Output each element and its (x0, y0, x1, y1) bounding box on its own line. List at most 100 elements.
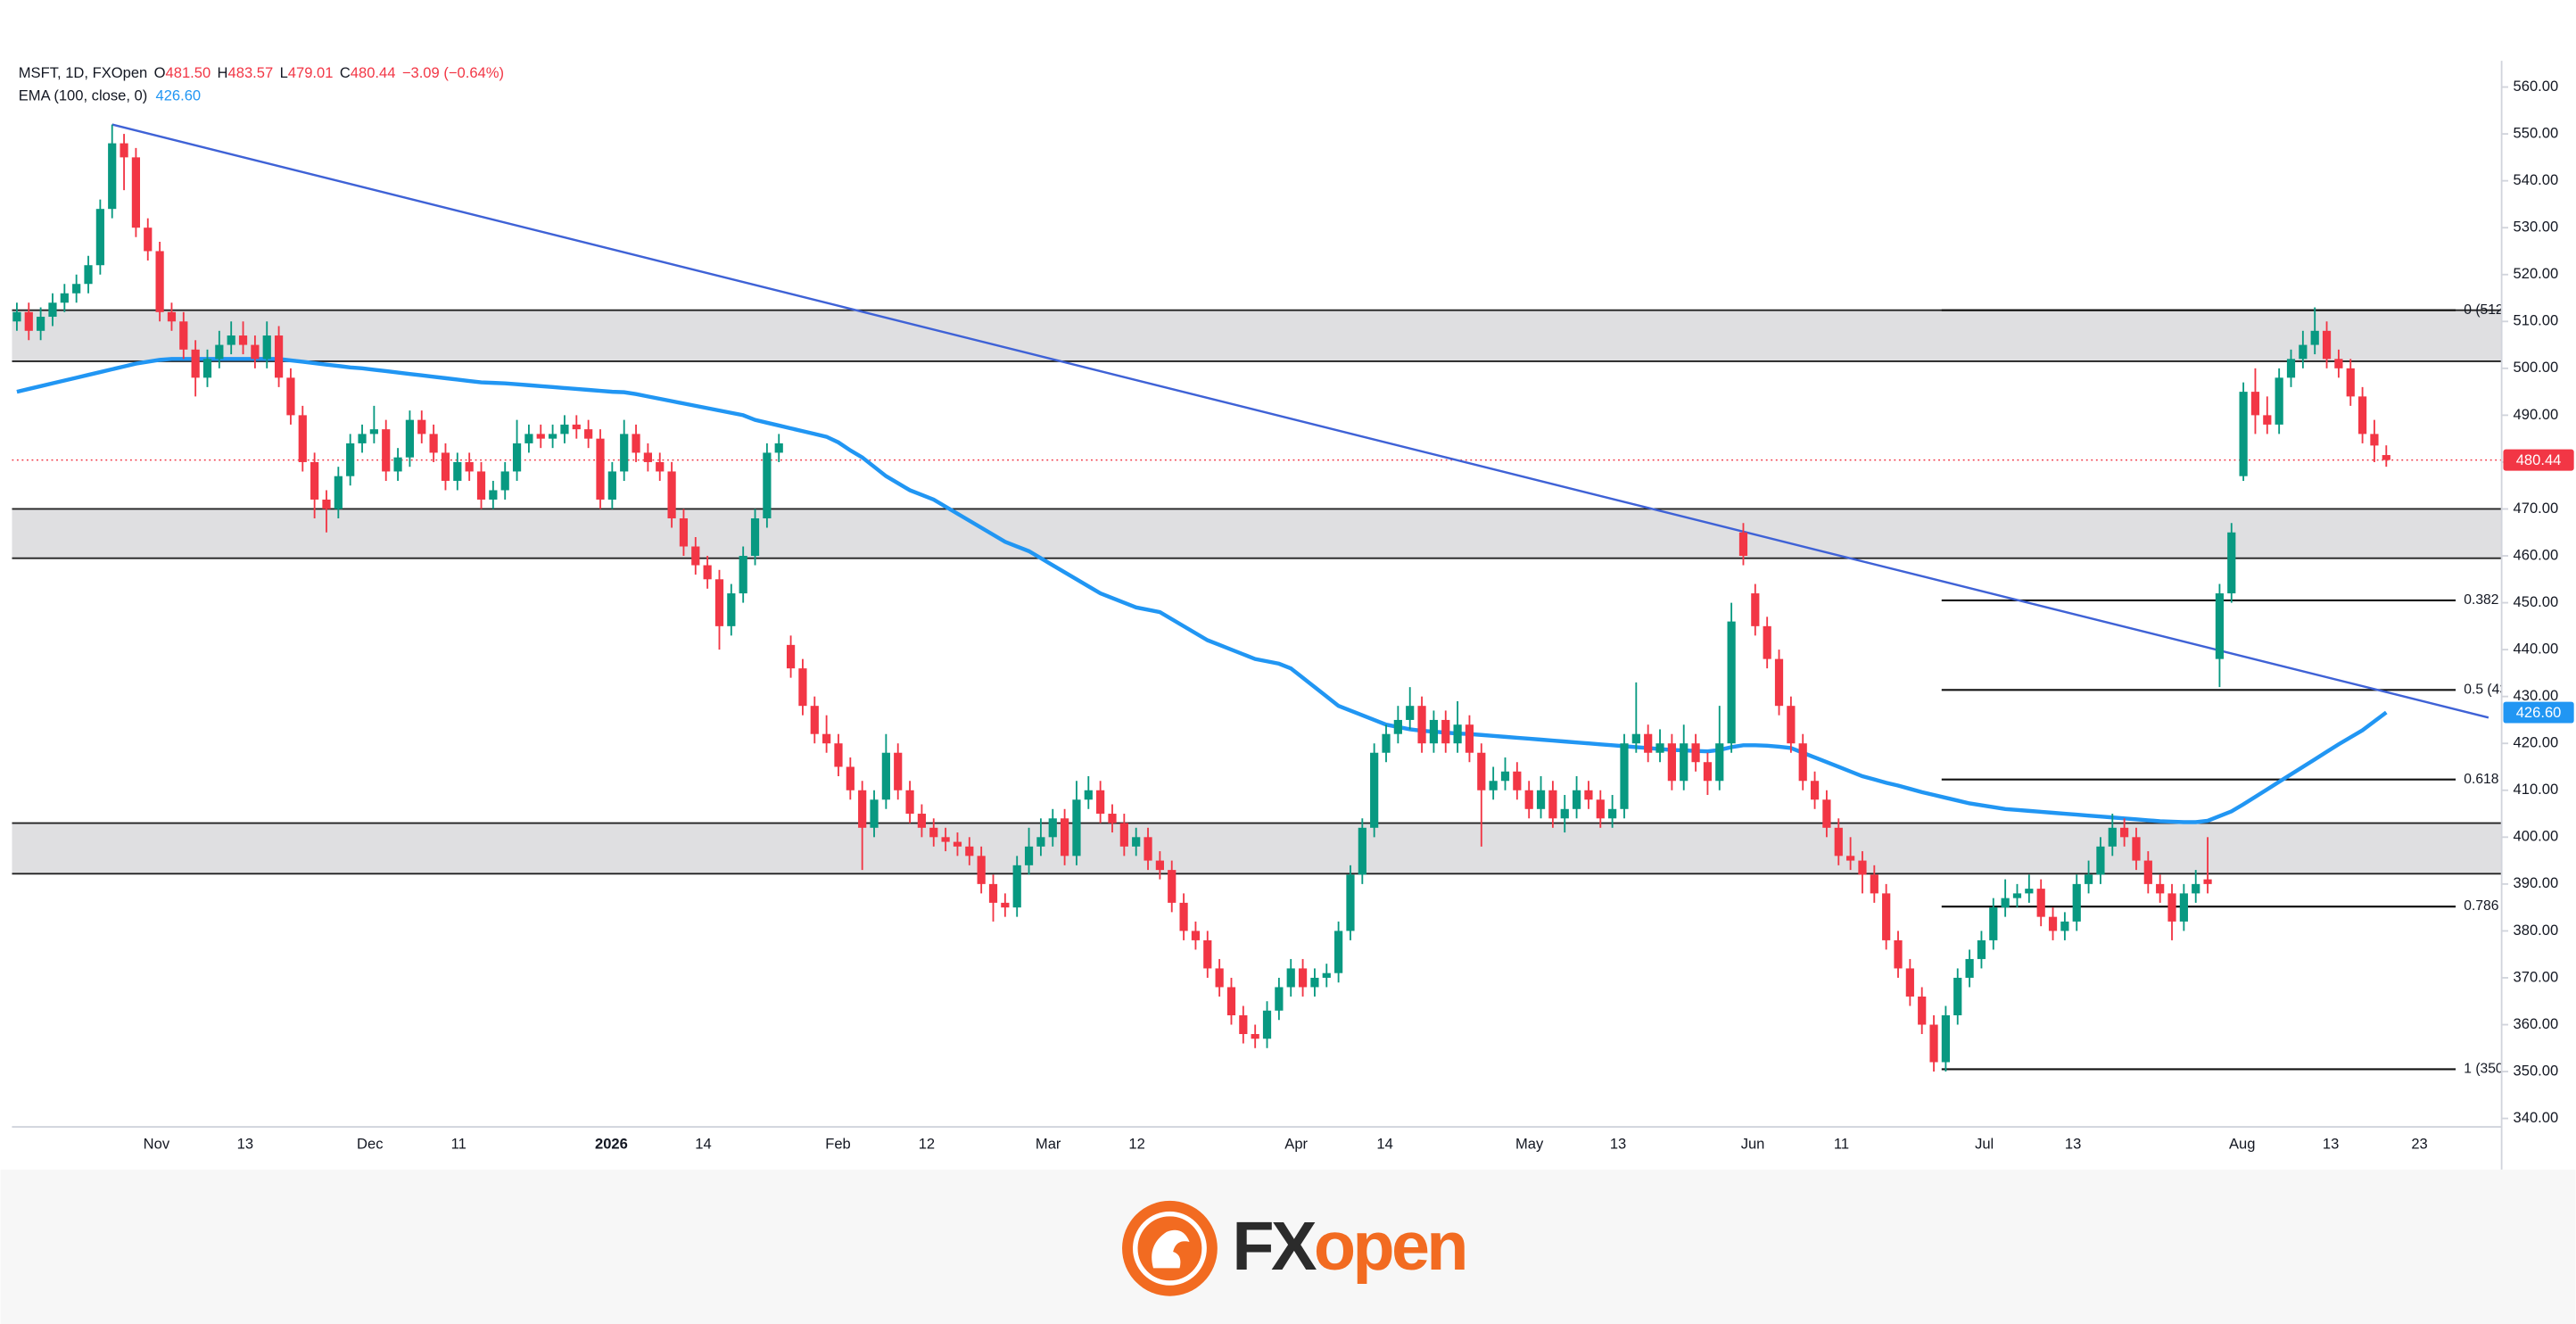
candle-body (1108, 814, 1117, 823)
candle-body (1834, 827, 1843, 856)
candle-body (596, 438, 605, 500)
logo: FXopen (1122, 1200, 1469, 1296)
candle-body (24, 311, 33, 331)
candle-body (1489, 781, 1498, 790)
candle-body (167, 311, 177, 322)
candle-body (1536, 790, 1546, 809)
candle-body (1667, 743, 1676, 782)
ohlc-key: C (340, 64, 351, 81)
candle-body (941, 837, 950, 842)
candle-body (524, 434, 533, 443)
y-tick-label: 550.00 (2514, 124, 2559, 141)
x-tick-label: 13 (1610, 1136, 1626, 1153)
candle-body (1738, 532, 1748, 557)
candle-body (1370, 752, 1379, 828)
candle-body (2299, 344, 2308, 360)
candle-body (1560, 808, 1569, 819)
candle-body (774, 443, 783, 453)
candle-body (1620, 743, 1629, 809)
x-tick-label: Jun (1741, 1136, 1765, 1153)
candle-body (202, 359, 212, 378)
candle-body (2215, 593, 2225, 659)
x-tick-label: Jul (1975, 1136, 1994, 1153)
candle-body (48, 302, 57, 318)
candle-body (1310, 977, 1319, 988)
last-price-label: 480.44 (2516, 451, 2562, 468)
candle-body (2357, 396, 2367, 434)
candle-body (1226, 987, 1236, 1015)
candle-body (1334, 931, 1343, 973)
candle-body (2263, 415, 2272, 425)
candle-body (1989, 907, 1998, 940)
fib-label: 1 (350 (2464, 1062, 2504, 1077)
candle-body (1215, 968, 1224, 988)
candle-body (393, 457, 402, 472)
candle-body (1084, 790, 1093, 800)
candle-body (2036, 889, 2045, 917)
candle-body (632, 434, 640, 453)
candle-body (108, 143, 117, 210)
candle-body (763, 452, 772, 518)
candle-body (476, 471, 486, 500)
footer-bg (0, 1169, 2576, 1324)
y-tick-label: 410.00 (2514, 781, 2559, 798)
candle-body (1286, 968, 1295, 988)
y-tick-label: 540.00 (2514, 171, 2559, 188)
candle-body (179, 321, 188, 350)
candle-body (1275, 987, 1284, 1011)
y-tick-label: 340.00 (2514, 1109, 2559, 1126)
candle-body (453, 461, 462, 481)
candle-body (1155, 860, 1164, 871)
candle-body (1596, 799, 1605, 819)
candle-body (1132, 837, 1141, 847)
candle-body (1870, 874, 1878, 894)
candle-body (1072, 799, 1081, 856)
candle-body (2120, 827, 2129, 838)
candle-body (739, 556, 747, 594)
candle-body (1941, 1014, 1950, 1063)
candle-body (251, 344, 260, 360)
candle-body (1905, 968, 1914, 997)
candle-body (953, 841, 962, 847)
candle-body (441, 452, 450, 481)
x-tick-label: 13 (2065, 1136, 2081, 1153)
zone (12, 509, 2502, 559)
candle-body (12, 311, 21, 322)
candle-body (1918, 996, 1927, 1025)
candle-body (310, 461, 319, 500)
candle-body (1346, 874, 1355, 931)
candle-body (1453, 724, 1462, 744)
candle-body (2203, 879, 2212, 884)
candle-body (60, 293, 69, 303)
candle-body (465, 461, 474, 472)
candle-body (37, 317, 45, 331)
ema-line (16, 357, 2388, 824)
candle-body (858, 790, 867, 828)
candle-body (2167, 893, 2176, 922)
x-tick-label: Mar (1036, 1136, 1061, 1153)
candle-body (1417, 706, 1426, 744)
candle-body (894, 752, 903, 790)
ohlc-key: H (218, 64, 228, 81)
candle-body (1203, 939, 1212, 969)
candle-body (786, 644, 796, 669)
candle-body (905, 790, 914, 815)
x-tick-label: 11 (451, 1136, 466, 1153)
candle-body (1060, 818, 1069, 856)
x-tick-label: Apr (1284, 1136, 1308, 1153)
candle-body (549, 434, 557, 439)
candle-body (1239, 1014, 1248, 1035)
logo-dragon (1152, 1229, 1190, 1269)
y-tick-label: 400.00 (2514, 828, 2559, 845)
ema-value: 426.60 (155, 87, 201, 104)
candle-body (2132, 837, 2141, 861)
candle-body (298, 415, 307, 462)
candle-body (714, 579, 724, 626)
candle-body (489, 490, 498, 500)
candle-body (1846, 856, 1855, 861)
x-tick-label: Nov (144, 1136, 170, 1153)
candle-body (405, 419, 415, 458)
candle-body (988, 883, 998, 903)
candle-body (536, 434, 545, 439)
ema-price-label-box (2503, 701, 2574, 724)
